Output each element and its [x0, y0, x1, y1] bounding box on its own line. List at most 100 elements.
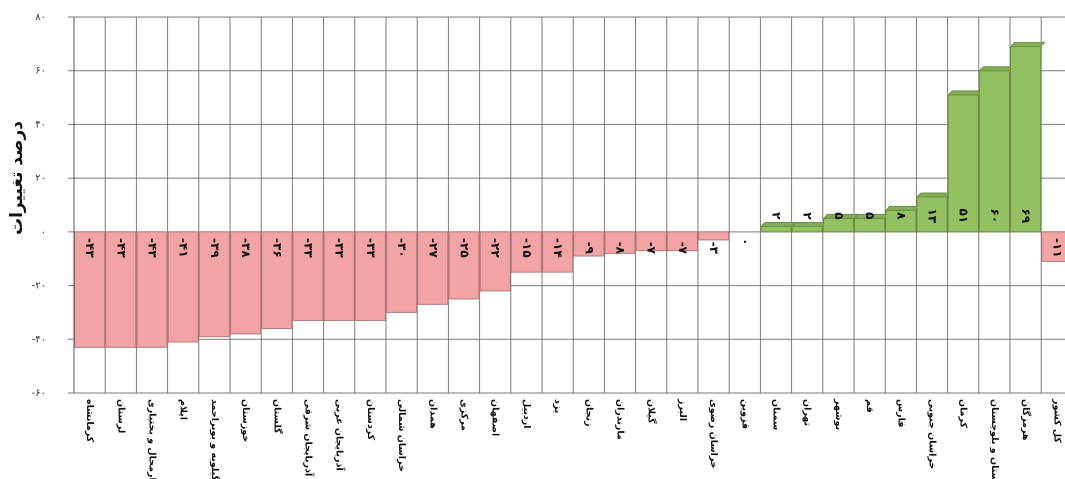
bar-top-face [759, 221, 797, 227]
data-label: ۰ [738, 238, 752, 245]
bar [666, 231, 698, 252]
bar [74, 231, 106, 348]
x-tick-label: گیلان [646, 399, 658, 424]
x-tick-label: کهگیلویه و بویراحمد [209, 399, 221, 479]
data-label: ۸ [894, 212, 908, 220]
bar [698, 231, 730, 241]
x-tick-label: خراسان جنوبی [927, 399, 938, 469]
bar [1041, 231, 1065, 262]
data-label: ۶۰ [988, 209, 1002, 224]
x-tick-label: بوشهر [833, 398, 844, 430]
bar [978, 70, 1010, 233]
data-label: ۱۳ [926, 209, 940, 224]
data-label: -۳۰ [395, 238, 409, 258]
bar [1010, 46, 1042, 233]
bar [604, 231, 636, 254]
bar [854, 217, 886, 233]
bar [635, 231, 667, 252]
y-axis-label: درصد تغییرات [7, 121, 27, 235]
data-label: -۲۵ [458, 238, 472, 258]
bar-top-face [946, 90, 984, 96]
bar [791, 225, 823, 233]
bar-top-face [822, 213, 859, 219]
x-tick-label: سمنان [771, 399, 782, 430]
bar-top-face [790, 221, 828, 227]
x-tick-label: کل کشور [1051, 398, 1062, 443]
data-label: -۹ [582, 242, 596, 255]
bar [292, 231, 324, 321]
x-tick-label: آذربایجان شرقی [303, 399, 316, 477]
bar [167, 231, 199, 343]
x-tick-label: البرز [677, 398, 688, 421]
x-tick-label: خوزستان [240, 399, 251, 442]
data-label-layer: -۴۳ -۴۳ -۴۳ -۴۱ -۳۹ -۳۸ -۳۶ -۳۳ -۳۳ -۳۳ -۳۰ -۲۷ -۲۵-… [83, 209, 1064, 259]
data-label: ۵ [832, 212, 846, 219]
y-tick-label: ۶۰ [35, 66, 46, 77]
data-label: -۲۲ [489, 238, 503, 258]
x-tick-label: سیستان و بلوچستان [989, 399, 1000, 479]
bar [386, 231, 418, 313]
x-tick-label: کردستان [365, 399, 376, 441]
bar [479, 231, 511, 292]
bar [354, 231, 386, 321]
y-tick-label: ۴۰ [35, 119, 46, 130]
bar [822, 217, 854, 233]
bar-top-face [915, 192, 953, 198]
data-label: -۷ [645, 242, 659, 255]
data-label: -۳۳ [302, 238, 316, 258]
y-tick-label: -۶۰ [32, 388, 46, 399]
data-label: ۶۹ [1019, 209, 1033, 224]
data-label: ۵ [863, 212, 877, 219]
x-tick-label: تهران [802, 399, 813, 426]
data-label: -۴۱ [177, 238, 191, 258]
y-tick-label: -۲۰ [32, 281, 46, 292]
bar [760, 225, 792, 233]
bar [105, 231, 137, 348]
y-tick-label: ۲۰ [35, 173, 46, 184]
x-tick-label: اردبیل [521, 399, 532, 429]
x-tick-label: اصفهان [490, 399, 501, 436]
x-tick-label: مرکزی [459, 399, 470, 431]
x-tick-label: همدان [427, 399, 438, 429]
bar [323, 231, 355, 321]
x-tick-label: زنجان [583, 399, 594, 427]
x-tick-label: خراسان شمالی [396, 399, 407, 472]
x-tick-label: مازندران [615, 399, 626, 440]
data-label: -۷ [676, 242, 690, 255]
bar [448, 231, 480, 300]
bar [261, 231, 293, 330]
x-tick-label: هرمزگان [1020, 399, 1032, 441]
data-label: -۱۱ [1050, 238, 1064, 258]
x-tick-label: چهارمحال و بختیاری [147, 399, 158, 479]
data-label: -۳۹ [208, 238, 222, 258]
bar [573, 231, 605, 257]
x-tick-label: قم [864, 399, 875, 413]
bar [542, 231, 574, 273]
y-tick-label: -۴۰ [32, 334, 46, 345]
bar [510, 231, 542, 273]
data-label: -۳۳ [364, 238, 378, 258]
bar-top-face [978, 66, 1015, 72]
x-tick-label: آذربایجان غربی [334, 399, 347, 471]
x-tick-label: خراسان رضوی [708, 399, 719, 469]
x-tick-label: یزد [552, 399, 563, 413]
data-label: ۵۱ [957, 209, 971, 224]
axis-layer: -۶۰ -۴۰ -۲۰ ۰ ۲۰ ۴۰ ۶۰ ۸ ۰ کرمانشاه لرستان چهارمحال… [32, 12, 1063, 479]
data-label: -۸ [614, 242, 628, 255]
grid-layer [73, 16, 1065, 394]
bar [198, 231, 230, 338]
data-label: -۴۳ [83, 238, 97, 258]
data-label: -۲۷ [426, 238, 440, 258]
data-label: -۳ [707, 242, 721, 255]
y-tick-label: ۰ [41, 227, 46, 238]
x-tick-label: کرمان [958, 399, 969, 428]
bar [417, 231, 449, 305]
data-label: -۳۳ [333, 238, 347, 258]
x-tick-label: لرستان [115, 399, 126, 433]
bar [916, 196, 948, 233]
data-label: ۲ [770, 212, 784, 220]
x-tick-label: ایلام [178, 399, 189, 420]
bar [230, 231, 262, 335]
x-tick-label: کرمانشاه [84, 399, 95, 443]
